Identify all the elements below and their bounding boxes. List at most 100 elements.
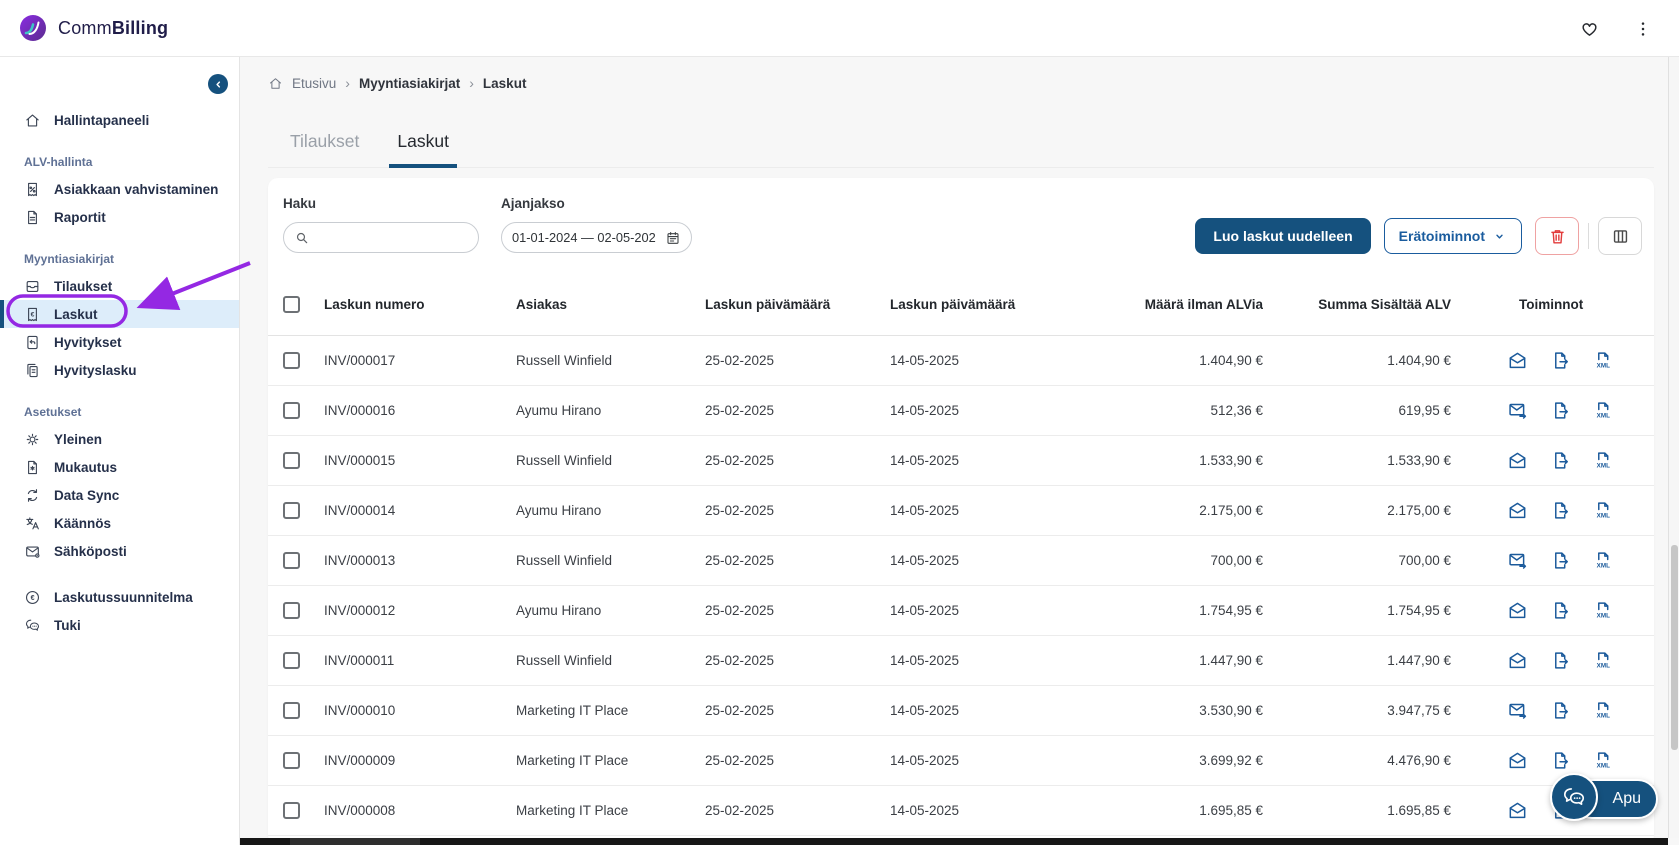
- row-checkbox[interactable]: [283, 552, 300, 569]
- sidebar-section-asetukset: Asetukset: [0, 404, 239, 420]
- sidebar-item-tilaukset[interactable]: Tilaukset: [0, 272, 239, 300]
- inbox-icon: [24, 278, 41, 295]
- help-chat-button[interactable]: [1550, 773, 1598, 821]
- xml-file-icon: [1593, 450, 1614, 471]
- send-email-button[interactable]: [1506, 450, 1528, 472]
- send-email-button[interactable]: [1506, 400, 1528, 422]
- breadcrumb-etusivu[interactable]: Etusivu: [292, 76, 336, 91]
- row-checkbox[interactable]: [283, 352, 300, 369]
- row-checkbox[interactable]: [283, 402, 300, 419]
- sidebar-item-label: Laskutussuunnitelma: [54, 590, 193, 605]
- export-file-button[interactable]: [1549, 750, 1571, 772]
- send-email-button[interactable]: [1506, 800, 1528, 822]
- export-file-button[interactable]: [1549, 700, 1571, 722]
- row-checkbox[interactable]: [283, 702, 300, 719]
- document-icon: [24, 209, 41, 226]
- overflow-menu-button[interactable]: [1627, 13, 1659, 45]
- download-xml-button[interactable]: [1592, 700, 1614, 722]
- send-email-button[interactable]: [1506, 750, 1528, 772]
- download-xml-button[interactable]: [1592, 450, 1614, 472]
- recreate-invoices-button[interactable]: Luo laskut uudelleen: [1195, 218, 1370, 254]
- xml-file-icon: [1593, 400, 1614, 421]
- sidebar-item-asiakkaan-vahvistaminen[interactable]: Asiakkaan vahvistaminen: [0, 175, 239, 203]
- send-email-button[interactable]: [1506, 650, 1528, 672]
- sidebar-item-mukautus[interactable]: Mukautus: [0, 453, 239, 481]
- select-all-checkbox[interactable]: [283, 296, 300, 313]
- brand: CommBilling: [18, 13, 168, 43]
- send-email-button[interactable]: [1506, 600, 1528, 622]
- mail-open-icon: [1507, 800, 1528, 821]
- batch-actions-button[interactable]: Erätoiminnot: [1384, 218, 1522, 254]
- export-file-button[interactable]: [1549, 650, 1571, 672]
- sidebar-section-alv-hallinta: ALV-hallinta: [0, 154, 239, 170]
- invoice-date: 25-02-2025: [697, 653, 882, 668]
- due-date: 14-05-2025: [882, 703, 1090, 718]
- breadcrumb-myyntiasiakirjat[interactable]: Myyntiasiakirjat: [359, 76, 460, 91]
- sidebar-item-raportit[interactable]: Raportit: [0, 203, 239, 231]
- row-checkbox[interactable]: [283, 652, 300, 669]
- download-xml-button[interactable]: [1592, 400, 1614, 422]
- delete-button[interactable]: [1535, 217, 1579, 255]
- sidebar-item-hallintapaneeli[interactable]: Hallintapaneeli: [0, 106, 239, 134]
- amount-net: 2.175,00 €: [1090, 503, 1263, 518]
- vertical-scrollbar-thumb[interactable]: [1671, 545, 1678, 750]
- xml-file-icon: [1593, 750, 1614, 771]
- sidebar-item-sahkoposti[interactable]: Sähköposti: [0, 537, 239, 565]
- export-file-button[interactable]: [1549, 450, 1571, 472]
- sidebar-item-data-sync[interactable]: Data Sync: [0, 481, 239, 509]
- due-date: 14-05-2025: [882, 553, 1090, 568]
- tab-tilaukset[interactable]: Tilaukset: [282, 130, 367, 167]
- sidebar-item-yleinen[interactable]: Yleinen: [0, 425, 239, 453]
- row-checkbox[interactable]: [283, 752, 300, 769]
- mail-send-icon: [1507, 550, 1528, 571]
- export-file-button[interactable]: [1549, 400, 1571, 422]
- customer-name: Marketing IT Place: [508, 753, 697, 768]
- download-xml-button[interactable]: [1592, 550, 1614, 572]
- sidebar-item-hyvitykset[interactable]: Hyvitykset: [0, 328, 239, 356]
- breadcrumb: Etusivu › Myyntiasiakirjat › Laskut: [268, 75, 526, 91]
- kebab-menu-icon: [1633, 19, 1653, 39]
- column-header-invoice-number: Laskun numero: [316, 297, 508, 312]
- column-header-customer: Asiakas: [508, 297, 697, 312]
- table-row: INV/000015 Russell Winfield 25-02-2025 1…: [268, 436, 1654, 486]
- sidebar-item-label: Laskut: [54, 307, 98, 322]
- column-header-amount-gross: Summa Sisältää ALV: [1263, 297, 1451, 312]
- row-checkbox[interactable]: [283, 602, 300, 619]
- mail-send-icon: [1507, 700, 1528, 721]
- date-range-value: 01-01-2024 — 02-05-202: [512, 230, 656, 245]
- send-email-button[interactable]: [1506, 500, 1528, 522]
- send-email-button[interactable]: [1506, 350, 1528, 372]
- search-input[interactable]: [316, 230, 468, 245]
- columns-button[interactable]: [1598, 217, 1642, 255]
- download-xml-button[interactable]: [1592, 350, 1614, 372]
- sidebar-collapse-button[interactable]: [208, 74, 228, 94]
- sidebar-item-tuki[interactable]: Tuki: [0, 611, 239, 639]
- export-file-button[interactable]: [1549, 600, 1571, 622]
- export-file-button[interactable]: [1549, 350, 1571, 372]
- send-email-button[interactable]: [1506, 550, 1528, 572]
- sidebar-item-kaannos[interactable]: Käännös: [0, 509, 239, 537]
- sidebar-item-laskut[interactable]: Laskut: [0, 300, 239, 328]
- download-xml-button[interactable]: [1592, 600, 1614, 622]
- export-file-button[interactable]: [1549, 550, 1571, 572]
- due-date: 14-05-2025: [882, 403, 1090, 418]
- due-date: 14-05-2025: [882, 503, 1090, 518]
- favorite-button[interactable]: [1573, 13, 1605, 45]
- date-range-input[interactable]: 01-01-2024 — 02-05-202: [501, 222, 692, 253]
- home-icon: [268, 76, 283, 91]
- export-file-button[interactable]: [1549, 500, 1571, 522]
- breadcrumb-separator: ›: [345, 75, 350, 91]
- sidebar-item-hyvityslasku[interactable]: Hyvityslasku: [0, 356, 239, 384]
- row-checkbox[interactable]: [283, 452, 300, 469]
- amount-net: 1.754,95 €: [1090, 603, 1263, 618]
- row-checkbox[interactable]: [283, 802, 300, 819]
- column-header-actions: Toiminnot: [1451, 297, 1654, 312]
- download-xml-button[interactable]: [1592, 750, 1614, 772]
- sidebar-item-laskutussuunnitelma[interactable]: Laskutussuunnitelma: [0, 583, 239, 611]
- tab-laskut[interactable]: Laskut: [389, 130, 457, 168]
- send-email-button[interactable]: [1506, 700, 1528, 722]
- download-xml-button[interactable]: [1592, 500, 1614, 522]
- row-checkbox[interactable]: [283, 502, 300, 519]
- horizontal-scrollbar-thumb[interactable]: [290, 838, 420, 845]
- download-xml-button[interactable]: [1592, 650, 1614, 672]
